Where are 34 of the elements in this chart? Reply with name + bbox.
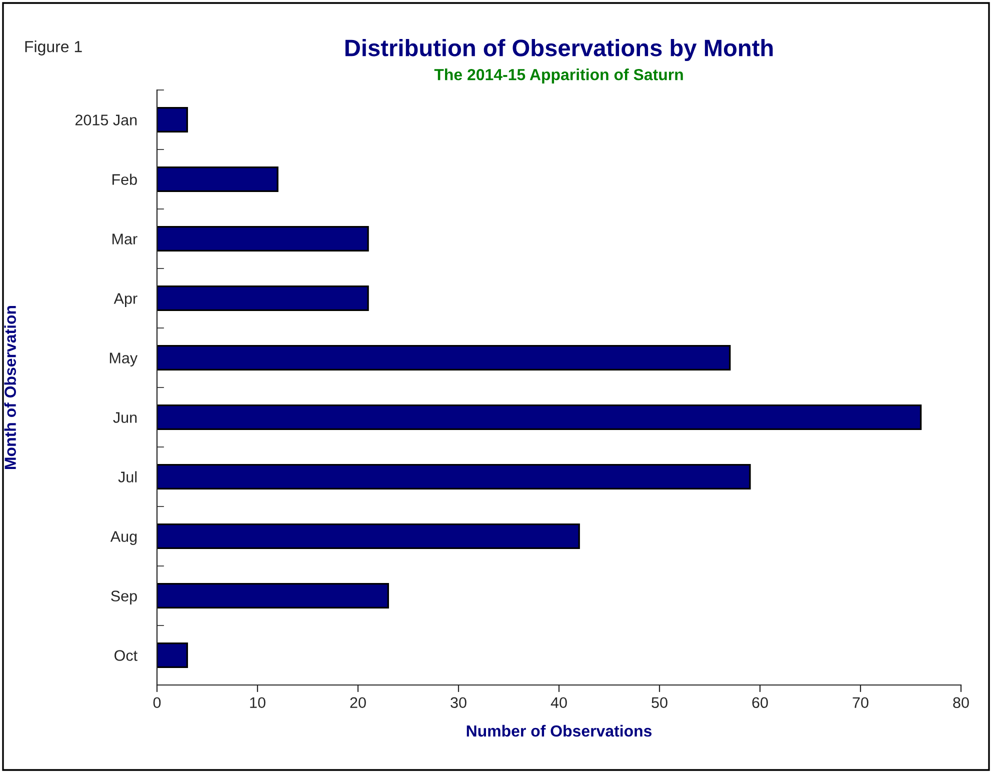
chart-subtitle: The 2014-15 Apparition of Saturn <box>434 68 683 84</box>
y-tick-label: Jun <box>113 412 137 423</box>
bar <box>157 583 389 608</box>
y-tick-label: 2015 Jan <box>75 114 137 126</box>
y-tick-label: Apr <box>114 293 138 307</box>
x-axis-title: Number of Observations <box>466 724 652 737</box>
bar <box>157 642 188 668</box>
bar <box>157 166 278 192</box>
x-tick-label: 40 <box>550 697 567 708</box>
y-tick-label: Mar <box>112 234 138 244</box>
x-tick-label: 80 <box>953 697 969 708</box>
y-tick-label: Aug <box>110 531 137 545</box>
y-tick-label: Oct <box>114 650 138 661</box>
x-tick-label: 0 <box>153 697 161 708</box>
chart-title: Distribution of Observations by Month <box>345 38 773 62</box>
x-tick-label: 20 <box>350 697 366 708</box>
y-tick-label: May <box>110 352 138 366</box>
bar <box>157 404 922 430</box>
caption: Figure 1 <box>25 40 82 56</box>
x-tick-label: 70 <box>852 697 868 708</box>
x-tick-label: 30 <box>450 697 466 708</box>
bar <box>157 524 580 549</box>
x-tick-label: 60 <box>752 697 768 708</box>
x-tick-label: 10 <box>250 697 266 708</box>
bar <box>157 464 751 490</box>
y-tick-label: Jul <box>118 471 137 482</box>
bar <box>157 226 369 252</box>
bar <box>157 345 731 370</box>
y-tick-label: Sep <box>111 590 137 604</box>
y-tick-label: Feb <box>112 174 137 185</box>
x-tick-label: 50 <box>652 697 668 708</box>
bar <box>157 107 188 132</box>
bar <box>157 286 369 311</box>
y-axis-title: Month of Observation <box>4 306 16 469</box>
